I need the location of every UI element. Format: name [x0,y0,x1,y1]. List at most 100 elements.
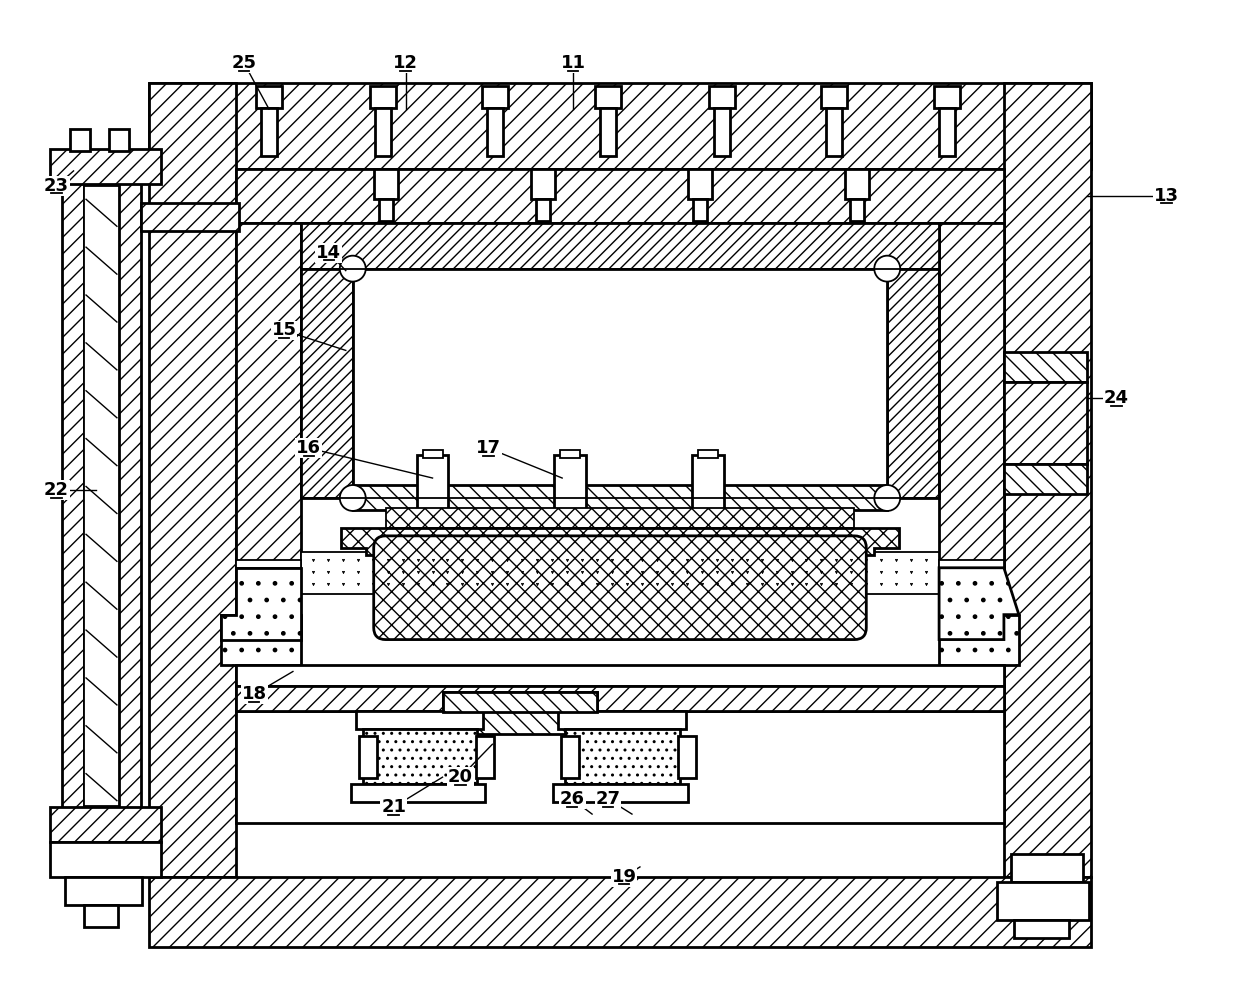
Bar [62,169,83,827]
Bar [934,86,960,108]
Bar [595,86,621,108]
Circle shape [340,256,366,282]
Bar [119,169,141,827]
Bar [83,185,119,806]
Bar [826,108,842,156]
Polygon shape [939,560,1004,568]
Text: 21: 21 [381,799,407,816]
Bar [351,784,485,802]
Text: 24: 24 [1104,389,1130,407]
Polygon shape [221,615,301,664]
Bar [109,129,129,151]
Bar [562,737,579,778]
Bar [423,450,443,458]
Polygon shape [236,169,1004,223]
Bar [373,169,398,199]
Bar [83,904,119,927]
Bar [536,199,551,221]
Bar [698,450,718,458]
Bar [851,199,864,221]
Bar [141,203,239,231]
Text: 25: 25 [232,54,257,73]
Bar [260,108,277,156]
Bar [443,693,598,712]
Polygon shape [341,528,899,628]
Bar [821,86,847,108]
Bar [50,807,161,842]
Text: 22: 22 [45,481,69,499]
Polygon shape [236,223,301,568]
Bar [939,108,955,156]
Text: 27: 27 [595,790,620,808]
Bar [693,199,707,221]
Polygon shape [301,223,939,269]
Bar [554,455,587,510]
Bar [692,455,724,510]
Circle shape [874,485,900,511]
Text: 13: 13 [1154,186,1179,205]
Bar [352,269,888,498]
Bar [363,729,477,784]
Text: 20: 20 [448,768,472,786]
Bar [301,552,939,594]
Bar [487,108,503,156]
Polygon shape [939,223,1004,568]
Polygon shape [939,615,1019,664]
Bar [236,687,1004,711]
Bar [374,108,391,156]
Polygon shape [149,83,1091,169]
Bar [358,737,377,778]
Circle shape [340,485,366,511]
FancyBboxPatch shape [373,536,867,640]
Text: 26: 26 [559,790,584,808]
Bar [443,693,598,735]
Bar [846,169,869,199]
Text: 15: 15 [272,322,296,339]
Bar [255,86,281,108]
Text: 18: 18 [242,686,267,703]
Text: 14: 14 [316,243,341,262]
Polygon shape [236,560,301,568]
Bar [1014,920,1069,938]
Bar [50,842,161,877]
Bar [997,882,1089,920]
Bar [688,169,712,199]
Bar [356,711,484,729]
Bar [709,86,734,108]
Polygon shape [149,83,236,877]
Bar [417,455,449,510]
Bar [236,711,1004,823]
Bar [236,664,1004,687]
Bar [1004,383,1086,464]
Bar [370,86,396,108]
Bar [476,737,495,778]
Polygon shape [386,508,854,528]
Text: 11: 11 [560,54,585,73]
Bar [50,149,161,183]
Bar [553,784,688,802]
Polygon shape [221,568,301,640]
Bar [565,729,680,784]
Text: 19: 19 [611,868,636,886]
Bar [378,199,393,221]
Bar [560,450,580,458]
Circle shape [874,256,900,282]
Bar [1004,464,1086,494]
Text: 17: 17 [476,439,501,457]
Bar [69,129,89,151]
Polygon shape [939,568,1019,640]
Bar [64,877,143,904]
Bar [678,737,696,778]
Polygon shape [149,877,1091,947]
Bar [1011,854,1083,882]
Bar [531,169,556,199]
Bar [714,108,729,156]
Bar [482,86,508,108]
Text: 12: 12 [393,54,418,73]
Text: 16: 16 [296,439,321,457]
Bar [600,108,616,156]
Polygon shape [888,269,939,498]
Polygon shape [352,485,888,510]
Polygon shape [1004,83,1091,877]
Text: 23: 23 [45,177,69,195]
